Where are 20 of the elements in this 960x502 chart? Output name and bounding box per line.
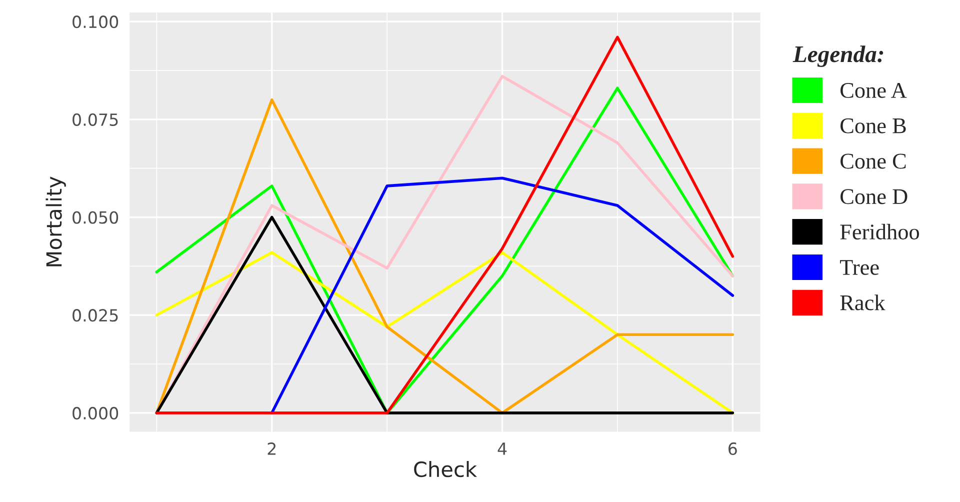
legend-label: Tree: [840, 260, 879, 275]
y-tick-label: 0.075: [72, 113, 118, 126]
legend-label: Feridhoo: [840, 224, 919, 240]
line-series: [270, 176, 734, 414]
x-tick-label: 4: [498, 442, 507, 455]
x-tick-label: 6: [728, 442, 737, 456]
y-tick-label: 0.100: [72, 16, 118, 28]
y-tick-label: 0.000: [72, 406, 118, 420]
y-tick-label: 0.025: [72, 309, 118, 322]
line-series: [155, 251, 734, 414]
y-axis-title: Mortality: [46, 176, 66, 266]
legend-label: Rack: [840, 294, 886, 310]
legend-label: Cone A: [840, 82, 907, 98]
legend-label: Cone C: [840, 154, 906, 169]
legend-title: Legenda:: [792, 46, 884, 68]
x-axis-title: Check: [414, 461, 477, 478]
legend-label: Cone B: [840, 118, 906, 134]
legend-label: Cone D: [840, 189, 908, 204]
y-tick-label: 0.050: [72, 211, 118, 224]
x-tick-label: 2: [268, 442, 276, 455]
